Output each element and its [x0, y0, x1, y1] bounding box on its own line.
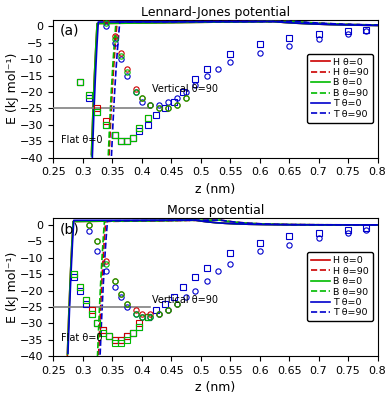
Text: (a): (a): [60, 24, 79, 38]
Title: Morse potential: Morse potential: [167, 204, 264, 217]
Y-axis label: E (kJ mol⁻¹): E (kJ mol⁻¹): [5, 252, 18, 323]
Y-axis label: E (kJ mol⁻¹): E (kJ mol⁻¹): [5, 53, 18, 124]
Text: Flat θ=0: Flat θ=0: [61, 333, 102, 343]
Title: Lennard-Jones potential: Lennard-Jones potential: [141, 6, 290, 18]
Text: Vertical θ=90: Vertical θ=90: [152, 84, 218, 94]
X-axis label: z (nm): z (nm): [195, 183, 236, 196]
Text: Flat θ=0: Flat θ=0: [61, 134, 102, 144]
Text: Vertical θ=90: Vertical θ=90: [152, 295, 218, 305]
X-axis label: z (nm): z (nm): [195, 382, 236, 394]
Legend: H θ=0, H θ=90, B θ=0, B θ=90, T θ=0, T θ=90: H θ=0, H θ=90, B θ=0, B θ=90, T θ=0, T θ…: [307, 54, 373, 122]
Text: (b): (b): [60, 222, 80, 236]
Legend: H θ=0, H θ=90, B θ=0, B θ=90, T θ=0, T θ=90: H θ=0, H θ=90, B θ=0, B θ=90, T θ=0, T θ…: [307, 252, 373, 321]
